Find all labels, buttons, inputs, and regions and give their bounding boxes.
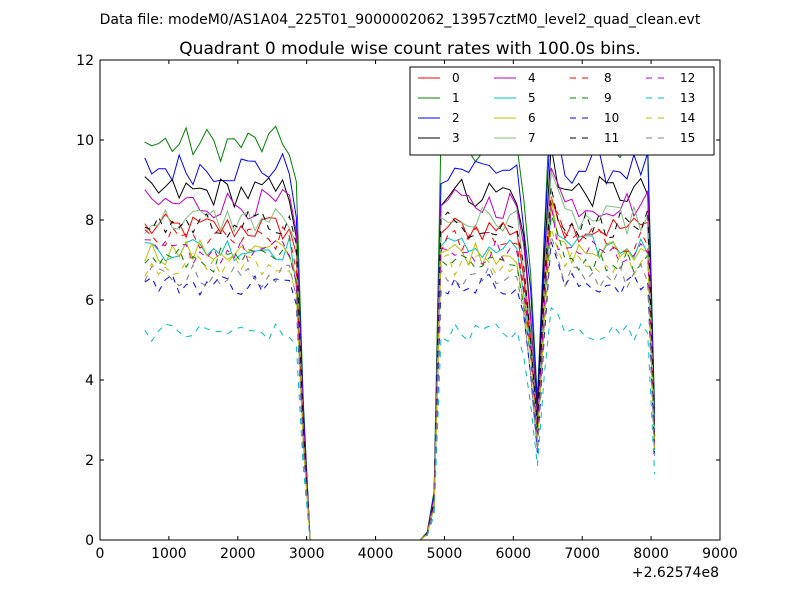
legend-label-0: 0 bbox=[452, 71, 460, 85]
legend-label-15: 15 bbox=[680, 131, 695, 145]
series-line-15 bbox=[144, 235, 656, 541]
x-tick-label: 2000 bbox=[220, 546, 256, 562]
x-tick-label: 4000 bbox=[358, 546, 394, 562]
series-line-13 bbox=[144, 306, 656, 541]
legend-box bbox=[409, 66, 715, 156]
y-tick-label: 4 bbox=[85, 373, 94, 389]
legend-label-5: 5 bbox=[528, 91, 536, 105]
legend-label-10: 10 bbox=[604, 111, 619, 125]
series-line-12 bbox=[144, 203, 656, 541]
legend-label-12: 12 bbox=[680, 71, 695, 85]
y-tick-label: 10 bbox=[76, 133, 94, 149]
legend-label-14: 14 bbox=[680, 111, 695, 125]
x-tick-label: 5000 bbox=[427, 546, 463, 562]
x-offset-label: +2.62574e8 bbox=[632, 565, 719, 581]
x-tick-label: 7000 bbox=[564, 546, 600, 562]
x-tick-label: 6000 bbox=[496, 546, 532, 562]
tick-layer: 0 1000 2000 3000 4000 5000 6000 7000 8000 9000 0 2 4… bbox=[76, 53, 738, 562]
series-line-11 bbox=[144, 186, 656, 541]
legend-label-7: 7 bbox=[528, 131, 536, 145]
y-tick-label: 12 bbox=[76, 53, 94, 69]
y-tick-label: 0 bbox=[85, 533, 94, 549]
x-tick-label: 8000 bbox=[633, 546, 669, 562]
y-tick-label: 6 bbox=[85, 293, 94, 309]
x-tick-label: 3000 bbox=[289, 546, 325, 562]
x-tick-label: 1000 bbox=[151, 546, 187, 562]
legend-label-11: 11 bbox=[604, 131, 619, 145]
legend-label-2: 2 bbox=[452, 111, 460, 125]
plot-frame bbox=[99, 59, 721, 541]
legend-label-9: 9 bbox=[604, 91, 612, 105]
legend-label-4: 4 bbox=[528, 71, 536, 85]
y-tick-label: 2 bbox=[85, 453, 94, 469]
y-tick-label: 8 bbox=[85, 213, 94, 229]
legend-label-1: 1 bbox=[452, 91, 460, 105]
x-tick-label: 0 bbox=[96, 546, 105, 562]
x-tick-label: 9000 bbox=[702, 546, 738, 562]
legend-label-13: 13 bbox=[680, 91, 695, 105]
chart-title: Quadrant 0 module wise count rates with … bbox=[179, 39, 640, 59]
legend-label-6: 6 bbox=[528, 111, 536, 125]
legend-label-8: 8 bbox=[604, 71, 612, 85]
legend-label-3: 3 bbox=[452, 131, 460, 145]
chart-suptitle: Data file: modeM0/AS1A04_225T01_90000020… bbox=[100, 12, 701, 28]
